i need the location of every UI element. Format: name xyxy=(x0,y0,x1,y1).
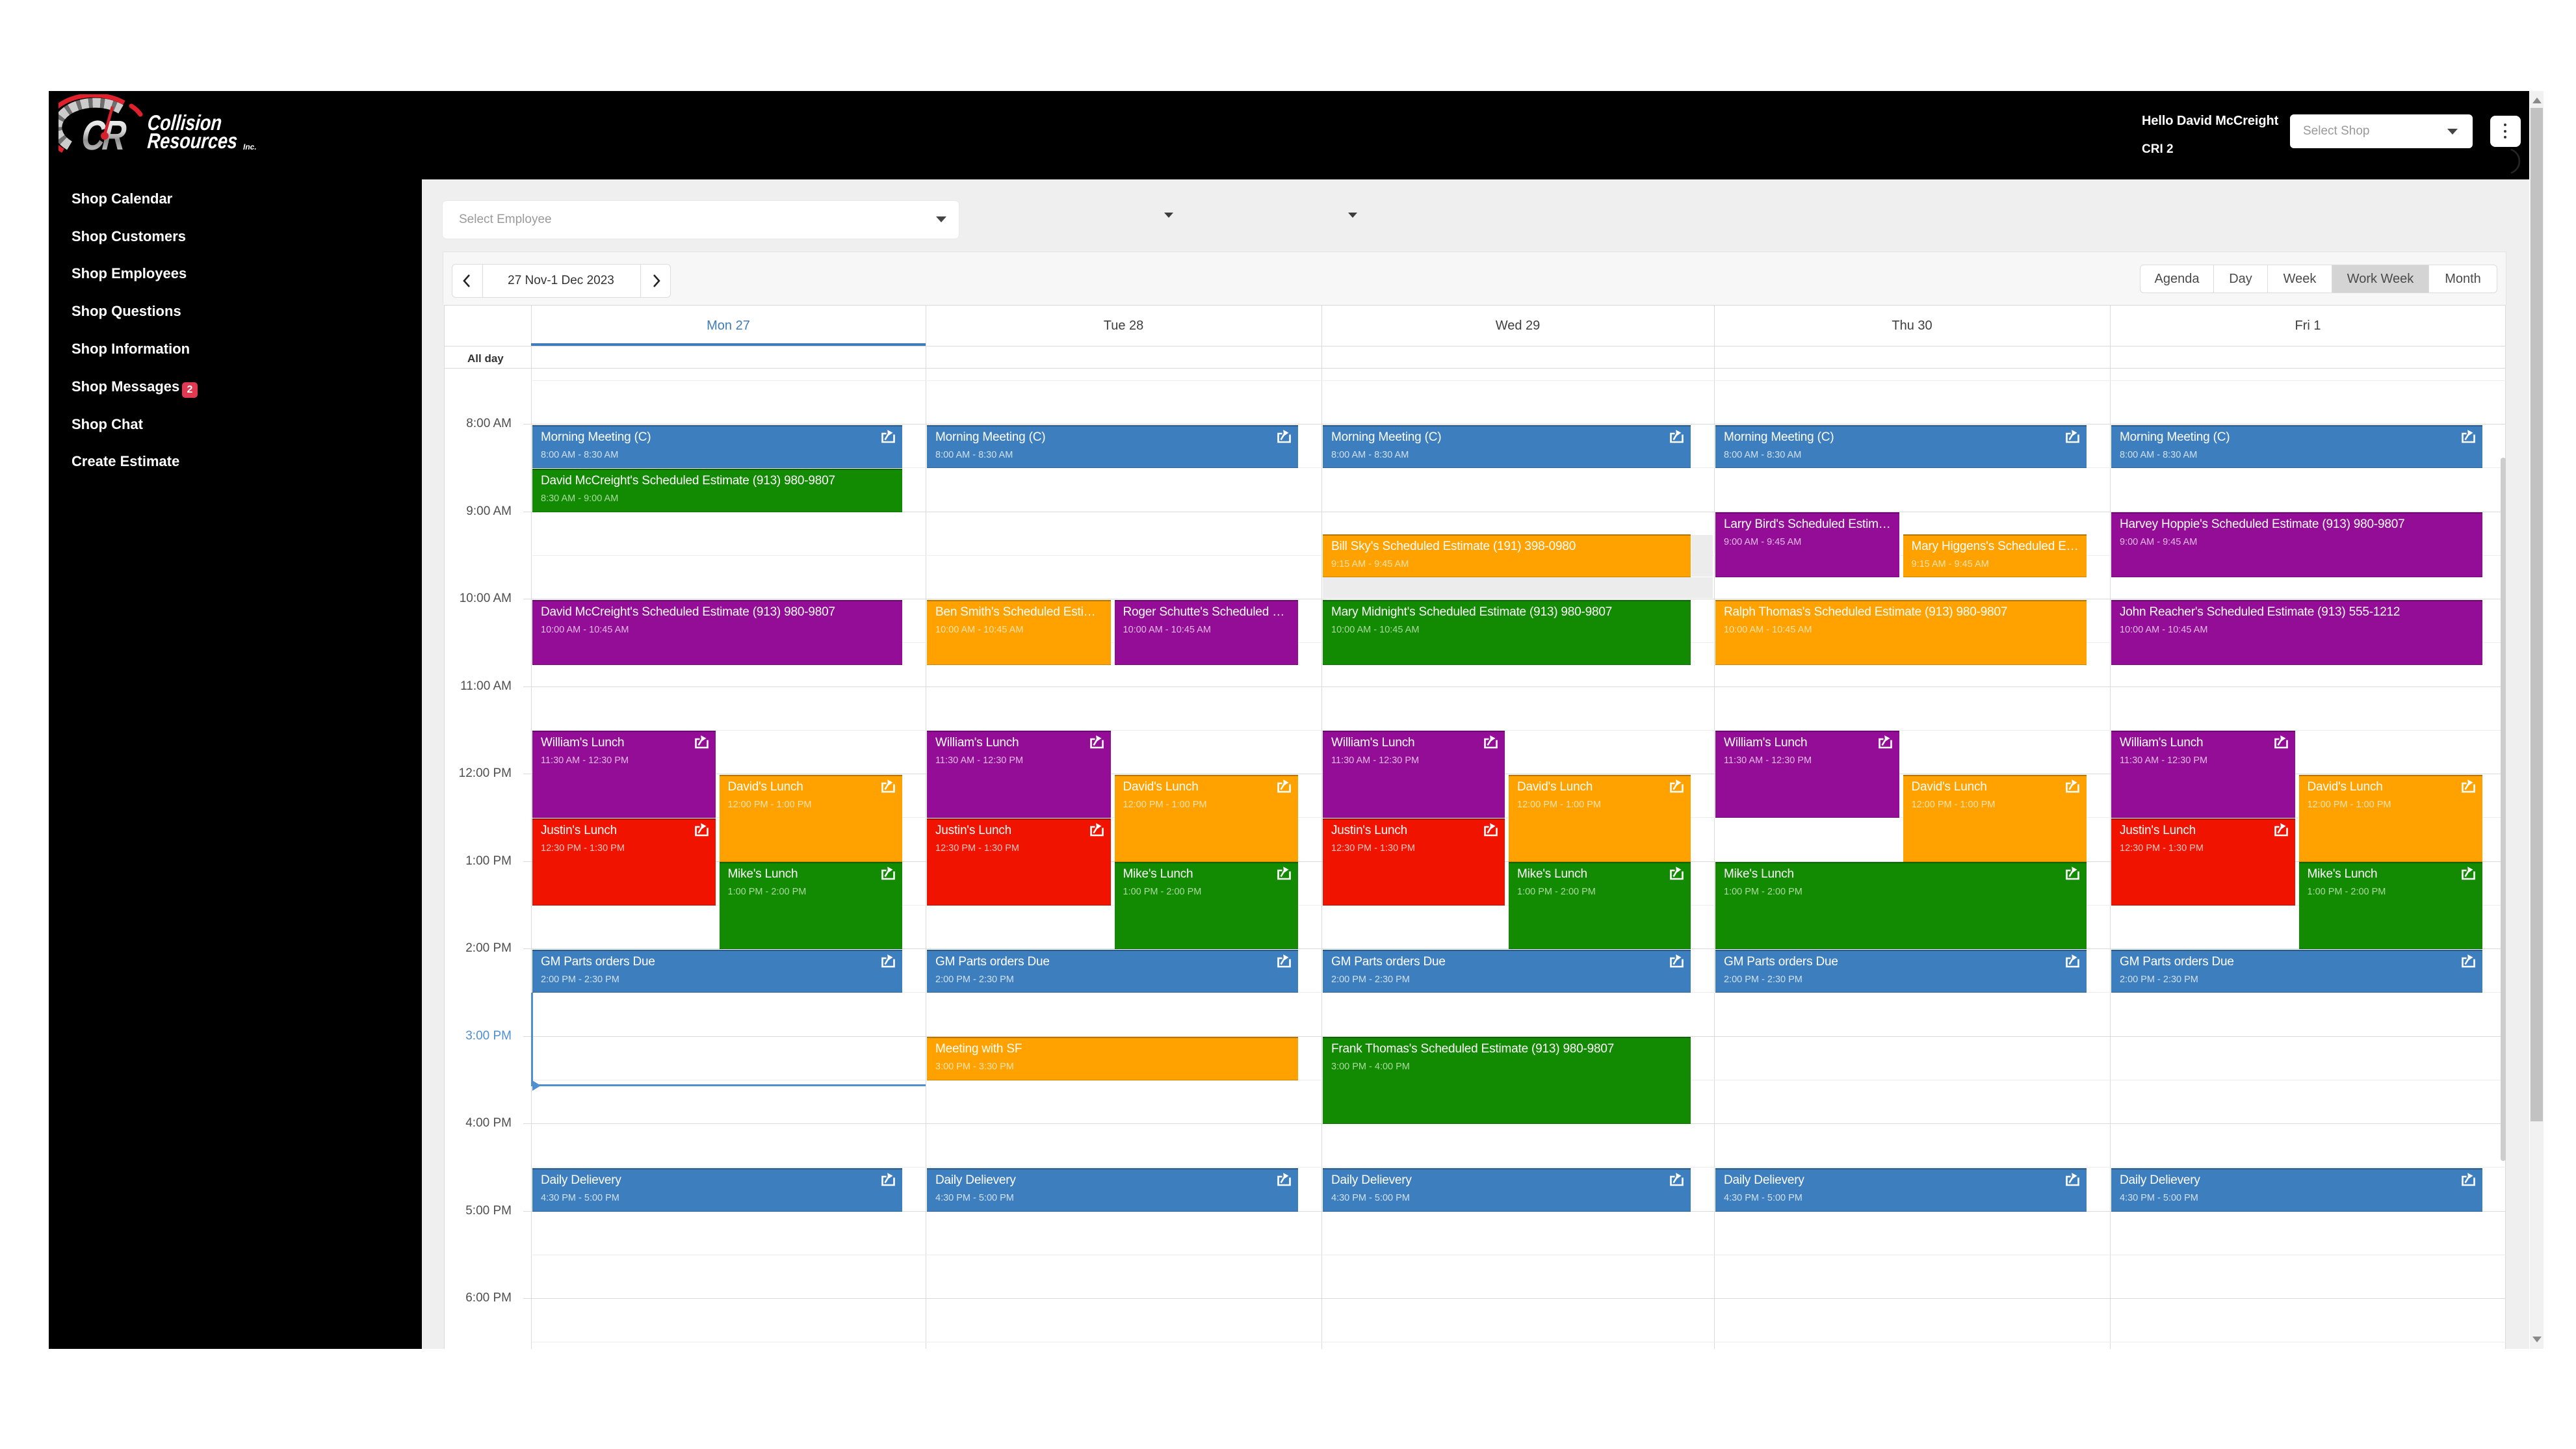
svg-text:Collision: Collision xyxy=(146,112,222,135)
svg-text:Inc.: Inc. xyxy=(243,142,257,151)
svg-text:Resources: Resources xyxy=(146,130,238,153)
